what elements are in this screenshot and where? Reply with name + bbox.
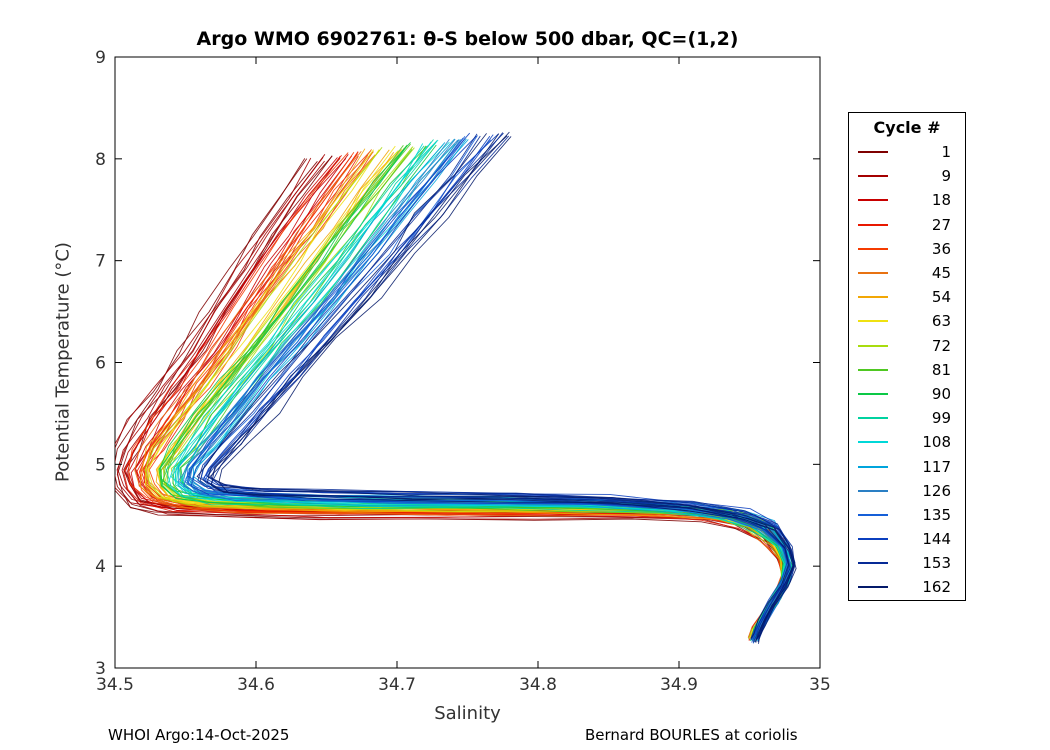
y-tick-label: 3: [95, 659, 106, 679]
legend-item-label: 99: [931, 409, 951, 428]
legend-item: 81: [849, 358, 965, 382]
profile-line: [210, 135, 795, 643]
legend-item: 99: [849, 406, 965, 430]
x-tick-label: 35: [809, 675, 831, 695]
legend-line-swatch: [858, 247, 888, 250]
legend-item: 36: [849, 237, 965, 261]
y-tick-label: 7: [95, 252, 106, 272]
footer-credit-right: Bernard BOURLES at coriolis: [585, 726, 798, 744]
legend-rows: 1 9 18 27 36 45 54 63 72 81 90 99 108 117 126 135 144 153…: [849, 140, 965, 600]
legend-item: 72: [849, 334, 965, 358]
legend-item-label: 162: [922, 578, 951, 597]
legend-item: 9: [849, 164, 965, 188]
legend-item-label: 144: [922, 530, 951, 549]
legend-item-label: 1: [941, 143, 951, 162]
legend-item: 90: [849, 382, 965, 406]
legend-line-swatch: [858, 151, 888, 154]
legend-item-label: 27: [931, 215, 951, 234]
legend-line-swatch: [858, 272, 888, 275]
legend-item: 27: [849, 213, 965, 237]
y-tick-label: 5: [95, 455, 106, 475]
profile-line: [196, 133, 789, 639]
legend-item: 54: [849, 285, 965, 309]
legend-item-label: 18: [931, 191, 951, 210]
y-axis-label: Potential Temperature (°C): [52, 242, 74, 483]
legend-item-label: 45: [931, 264, 951, 283]
legend-line-swatch: [858, 223, 888, 226]
legend-item: 144: [849, 527, 965, 551]
x-tick-label: 34.6: [237, 675, 275, 695]
x-axis-label: Salinity: [434, 703, 501, 724]
legend-item-label: 72: [931, 336, 951, 355]
legend: Cycle # 1 9 18 27 36 45 54 63 72 81 90 99 108 117 126 1…: [848, 112, 966, 601]
profile-lines: [115, 131, 797, 644]
legend-item: 108: [849, 430, 965, 454]
legend-line-swatch: [858, 562, 888, 565]
legend-item-label: 135: [922, 505, 951, 524]
legend-item-label: 9: [941, 167, 951, 186]
x-tick-label: 34.7: [378, 675, 416, 695]
profile-line: [144, 147, 783, 640]
legend-item: 162: [849, 575, 965, 599]
legend-line-swatch: [858, 441, 888, 444]
legend-item-label: 108: [922, 433, 951, 452]
footer-credit-left: WHOI Argo:14-Oct-2025: [108, 726, 290, 744]
legend-line-swatch: [858, 368, 888, 371]
y-tick-label: 9: [95, 48, 106, 68]
legend-item-label: 126: [922, 481, 951, 500]
legend-line-swatch: [858, 465, 888, 468]
legend-item-label: 63: [931, 312, 951, 331]
legend-item-label: 81: [931, 360, 951, 379]
legend-item-label: 153: [922, 554, 951, 573]
legend-line-swatch: [858, 344, 888, 347]
legend-line-swatch: [858, 538, 888, 541]
legend-line-swatch: [858, 296, 888, 299]
profile-line: [186, 139, 791, 643]
x-tick-label: 34.5: [96, 675, 134, 695]
profile-line: [208, 131, 795, 640]
legend-item: 63: [849, 309, 965, 333]
legend-item-label: 54: [931, 288, 951, 307]
legend-line-swatch: [858, 489, 888, 492]
legend-line-swatch: [858, 586, 888, 589]
legend-line-swatch: [858, 199, 888, 202]
legend-line-swatch: [858, 513, 888, 516]
x-tick-label: 34.9: [660, 675, 698, 695]
legend-item: 1: [849, 140, 965, 164]
legend-line-swatch: [858, 417, 888, 420]
legend-line-swatch: [858, 320, 888, 323]
legend-item: 135: [849, 503, 965, 527]
legend-item-label: 117: [922, 457, 951, 476]
legend-item-label: 36: [931, 239, 951, 258]
legend-line-swatch: [858, 175, 888, 178]
legend-item: 117: [849, 454, 965, 478]
chart-title: Argo WMO 6902761: θ-S below 500 dbar, QC…: [196, 28, 739, 50]
y-tick-label: 4: [95, 557, 106, 577]
legend-item: 18: [849, 188, 965, 212]
legend-item-label: 90: [931, 384, 951, 403]
profile-line: [206, 133, 794, 643]
y-tick-label: 6: [95, 354, 106, 374]
legend-item: 126: [849, 479, 965, 503]
legend-item: 45: [849, 261, 965, 285]
x-tick-label: 34.8: [519, 675, 557, 695]
legend-line-swatch: [858, 392, 888, 395]
legend-title: Cycle #: [873, 118, 941, 137]
y-tick-label: 8: [95, 150, 106, 170]
legend-item: 153: [849, 551, 965, 575]
